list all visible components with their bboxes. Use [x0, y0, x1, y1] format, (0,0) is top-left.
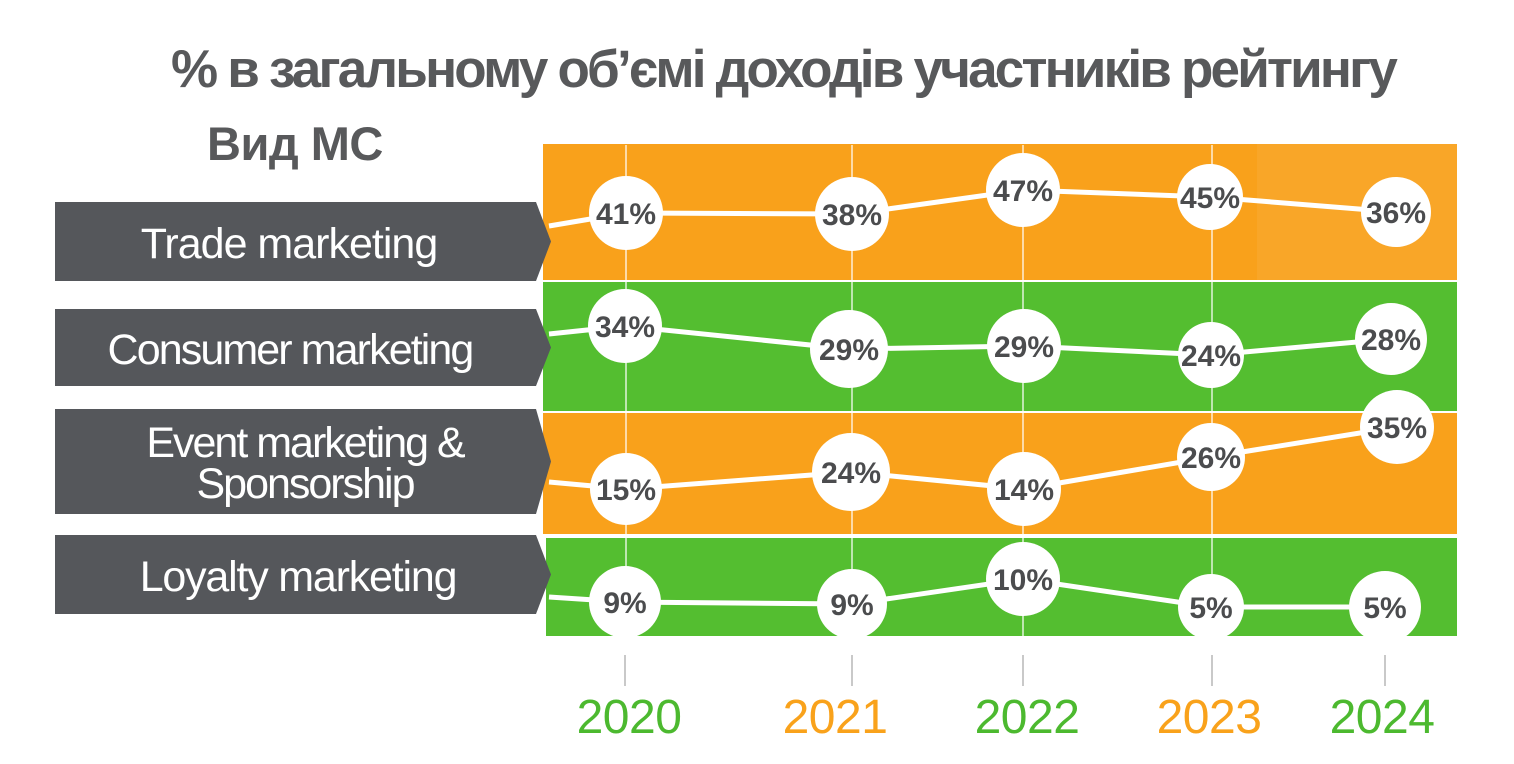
svg-text:34%: 34% [595, 311, 655, 344]
svg-text:28%: 28% [1361, 324, 1421, 357]
svg-text:24%: 24% [821, 457, 881, 490]
svg-text:45%: 45% [1180, 182, 1240, 215]
svg-text:36%: 36% [1366, 197, 1426, 230]
svg-text:47%: 47% [993, 175, 1053, 208]
svg-text:29%: 29% [994, 331, 1054, 364]
svg-text:24%: 24% [1181, 340, 1241, 373]
svg-text:29%: 29% [819, 334, 879, 367]
svg-text:41%: 41% [596, 198, 656, 231]
svg-text:14%: 14% [994, 474, 1054, 507]
svg-text:10%: 10% [993, 564, 1053, 597]
svg-text:15%: 15% [596, 474, 656, 507]
svg-text:9%: 9% [830, 589, 873, 622]
svg-text:9%: 9% [603, 587, 646, 620]
svg-text:5%: 5% [1189, 592, 1232, 625]
svg-text:38%: 38% [822, 199, 882, 232]
svg-text:5%: 5% [1363, 592, 1406, 625]
svg-text:26%: 26% [1181, 442, 1241, 475]
svg-text:35%: 35% [1367, 412, 1427, 445]
